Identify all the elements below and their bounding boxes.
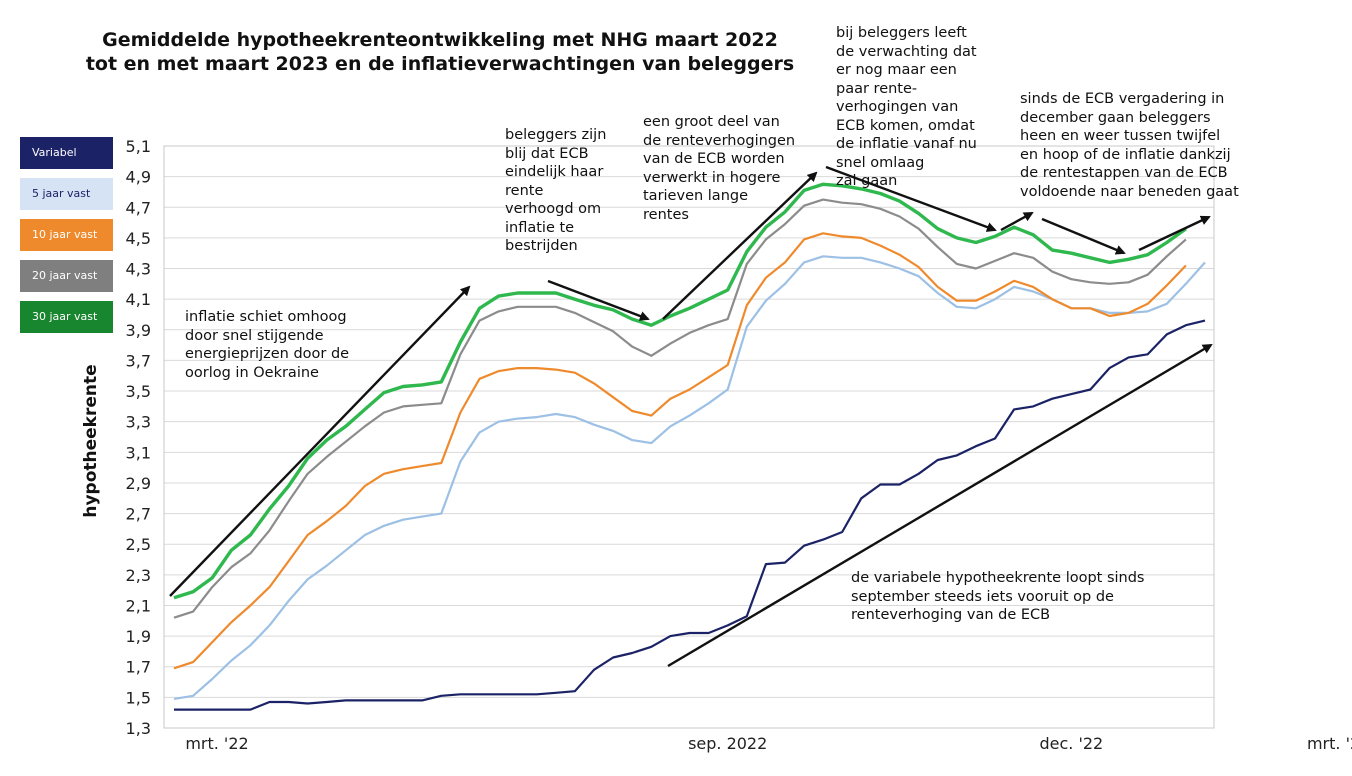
y-tick-label: 1,9 [126, 627, 151, 646]
x-tick-label: mrt. '22 [185, 734, 248, 753]
annotation-line: rentes [643, 206, 689, 223]
annotation-line: voldoende naar beneden gaat [1020, 183, 1239, 200]
y-tick-label: 3,7 [126, 351, 151, 370]
legend-item-5-jaar-vast: 5 jaar vast [20, 178, 113, 210]
chart-title: Gemiddelde hypotheekrenteontwikkeling me… [40, 28, 840, 76]
annotation-line: bestrijden [505, 238, 578, 254]
y-tick-label: 4,7 [126, 198, 151, 217]
y-axis-ticks: 1,3 1,5 1,7 1,9 2,1 2,3 2,5 2,7 2,9 3,1 3,3 3,5 3,7 3… [126, 137, 151, 738]
y-tick-label: 5,1 [126, 137, 151, 156]
annotation-line: snel omlaag [836, 154, 925, 171]
annotation-line: december gaan beleggers [1020, 109, 1211, 126]
annotation-line: blij dat ECB [505, 145, 589, 162]
annotation-arrows [169, 165, 1213, 668]
y-tick-label: 4,9 [126, 168, 151, 187]
annotation-line: de variabele hypotheekrente loopt sinds [851, 570, 1145, 586]
legend-item-20-jaar-vast: 20 jaar vast [20, 260, 113, 292]
annotation-line: de inflatie vanaf nu [836, 136, 977, 152]
annotation-line: tarieven lange [643, 188, 749, 204]
annotation-line: zal gaan [836, 173, 898, 189]
y-tick-label: 2,7 [126, 505, 151, 524]
y-tick-label: 3,9 [126, 321, 151, 340]
annotation-line: verhoogd om [505, 201, 602, 217]
annotation-line: renteverhoging van de ECB [851, 607, 1051, 623]
y-tick-label: 2,1 [126, 596, 151, 615]
annotation-inflation: inflatie schiet omhoog door snel stijgend… [185, 308, 349, 382]
legend-item-10-jaar-vast: 10 jaar vast [20, 219, 113, 251]
y-tick-label: 3,3 [126, 413, 151, 432]
annotation-line: bij beleggers leeft [836, 25, 967, 41]
series-line-5-jaar-vast [173, 255, 1206, 700]
annotation-expectation: bij beleggers leeft de verwachting dat er … [836, 24, 977, 191]
arrow-hope-up [1138, 215, 1211, 252]
legend-item-30-jaar-vast: 30 jaar vast [20, 301, 113, 333]
annotation-long-rates: een groot deel van de renteverhogingen van… [643, 113, 795, 224]
y-tick-label: 3,1 [126, 443, 151, 462]
chart-title-line-2: tot en met maart 2023 en de inflatieverw… [85, 53, 795, 75]
y-tick-label: 4,5 [126, 229, 151, 248]
chart-title-line-1: Gemiddelde hypotheekrenteontwikkeling me… [102, 29, 778, 51]
y-tick-label: 1,5 [126, 688, 151, 707]
arrow-dec-up [1000, 211, 1034, 232]
annotation-line: sinds de ECB vergadering in [1020, 91, 1225, 107]
legend-item-variabel: Variabel [20, 137, 113, 169]
annotation-line: beleggers zijn [505, 127, 607, 143]
annotation-ecb-raise: beleggers zijn blij dat ECB eindelijk haar… [505, 126, 606, 256]
y-tick-label: 1,3 [126, 719, 151, 738]
annotation-line: de renteverhogingen [643, 132, 796, 149]
annotation-line: en hoop of de inflatie dankzij [1020, 146, 1231, 163]
annotation-line: inflatie schiet omhoog [185, 309, 347, 325]
series-line-10-jaar-vast [173, 232, 1187, 670]
y-tick-label: 2,5 [126, 535, 151, 554]
arrow-expectation-down [825, 165, 997, 232]
annotation-line: paar rente- [836, 80, 918, 97]
y-tick-label: 3,5 [126, 382, 151, 401]
y-tick-label: 1,7 [126, 658, 151, 677]
annotation-line: de verwachting dat [836, 43, 977, 60]
annotation-december: sinds de ECB vergadering in december gaan… [1020, 90, 1239, 201]
arrow-long-rates-up [662, 171, 818, 320]
y-tick-label: 4,3 [126, 260, 151, 279]
annotation-line: heen en weer tussen twijfel [1020, 128, 1221, 144]
annotation-line: rente [505, 182, 544, 199]
plot-area-frame [163, 145, 1215, 729]
annotation-line: ECB komen, omdat [836, 117, 975, 134]
series-line-30-jaar-vast [173, 182, 1187, 600]
annotation-line: van de ECB worden [643, 151, 785, 167]
annotation-line: een groot deel van [643, 114, 780, 130]
series-lines [173, 182, 1206, 711]
annotation-line: inflatie te [505, 219, 575, 236]
arrow-ecb-dip [547, 279, 650, 321]
annotation-line: door snel stijgende [185, 327, 324, 344]
annotation-line: september steeds iets vooruit op de [851, 588, 1114, 605]
y-tick-label: 2,9 [126, 474, 151, 493]
y-tick-label: 4,1 [126, 290, 151, 309]
x-tick-label: dec. '22 [1039, 734, 1103, 753]
series-line-20-jaar-vast [173, 198, 1187, 619]
annotation-line: verwerkt in hogere [643, 169, 781, 186]
annotation-line: er nog maar een [836, 62, 957, 78]
annotation-line: energieprijzen door de [185, 346, 350, 362]
x-tick-label: mrt. '23 [1307, 734, 1352, 753]
legend: Variabel 5 jaar vast 10 jaar vast 20 jaa… [20, 137, 113, 342]
x-axis-ticks: mrt. '22 sep. 2022 dec. '22 mrt. '23 [185, 734, 1352, 753]
series-line-variabel [174, 319, 1206, 711]
annotation-line: oorlog in Oekraine [185, 364, 319, 381]
gridlines [164, 145, 1214, 729]
annotation-line: eindelijk haar [505, 164, 604, 180]
arrow-doubt-down [1041, 217, 1126, 255]
y-tick-label: 2,3 [126, 566, 151, 585]
annotation-line: verhogingen van [836, 99, 959, 115]
x-tick-label: sep. 2022 [688, 734, 767, 753]
annotation-line: de rentestappen van de ECB [1020, 165, 1228, 181]
arrow-variable-ahead [667, 343, 1213, 668]
annotation-variable: de variabele hypotheekrente loopt sinds s… [851, 569, 1145, 625]
arrow-inflation-up [169, 285, 471, 597]
